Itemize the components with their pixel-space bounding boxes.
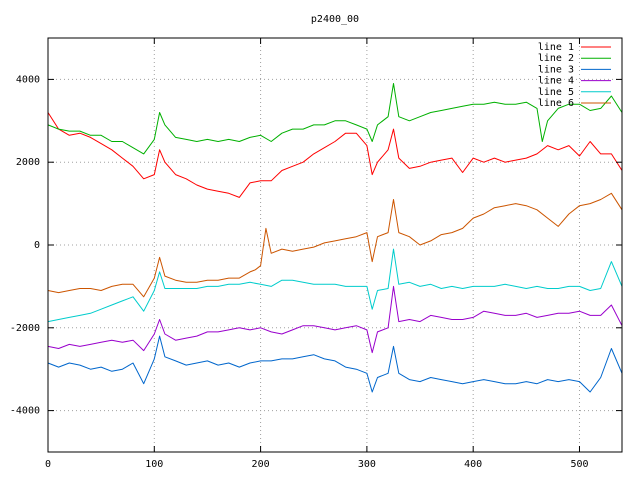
series-line-4 [47,285,623,354]
x-tick-label: 200 [252,459,270,470]
x-tick-label: 500 [570,459,588,470]
series-line-5 [47,248,623,323]
legend-label-1: line 1 [538,42,574,53]
legend-label-2: line 2 [538,53,574,64]
x-tick-label: 400 [464,459,482,470]
y-tick-label: -2000 [10,323,40,334]
series-line-1 [47,112,623,198]
legend-label-5: line 5 [538,87,574,98]
series-layer [47,83,623,393]
legend-label-4: line 4 [538,76,574,87]
y-tick-label: -4000 [10,406,40,417]
y-tick-label: 4000 [16,74,40,85]
x-tick-label: 100 [145,459,163,470]
x-tick-label: 300 [358,459,376,470]
series-line-3 [47,335,623,393]
axis-ticks: 0 100 200 300 400 500 -4000 -2000 0 2000 4000 [10,38,622,470]
series-line-2 [47,83,623,155]
x-tick-label: 0 [45,459,51,470]
legend-label-3: line 3 [538,64,574,75]
y-tick-label: 0 [34,240,40,251]
grid [48,38,622,452]
legend-label-6: line 6 [538,98,574,109]
plot-frame [47,37,623,453]
y-tick-label: 2000 [16,157,40,168]
chart-title: p2400_00 [311,14,359,25]
series-line-6 [47,192,623,298]
